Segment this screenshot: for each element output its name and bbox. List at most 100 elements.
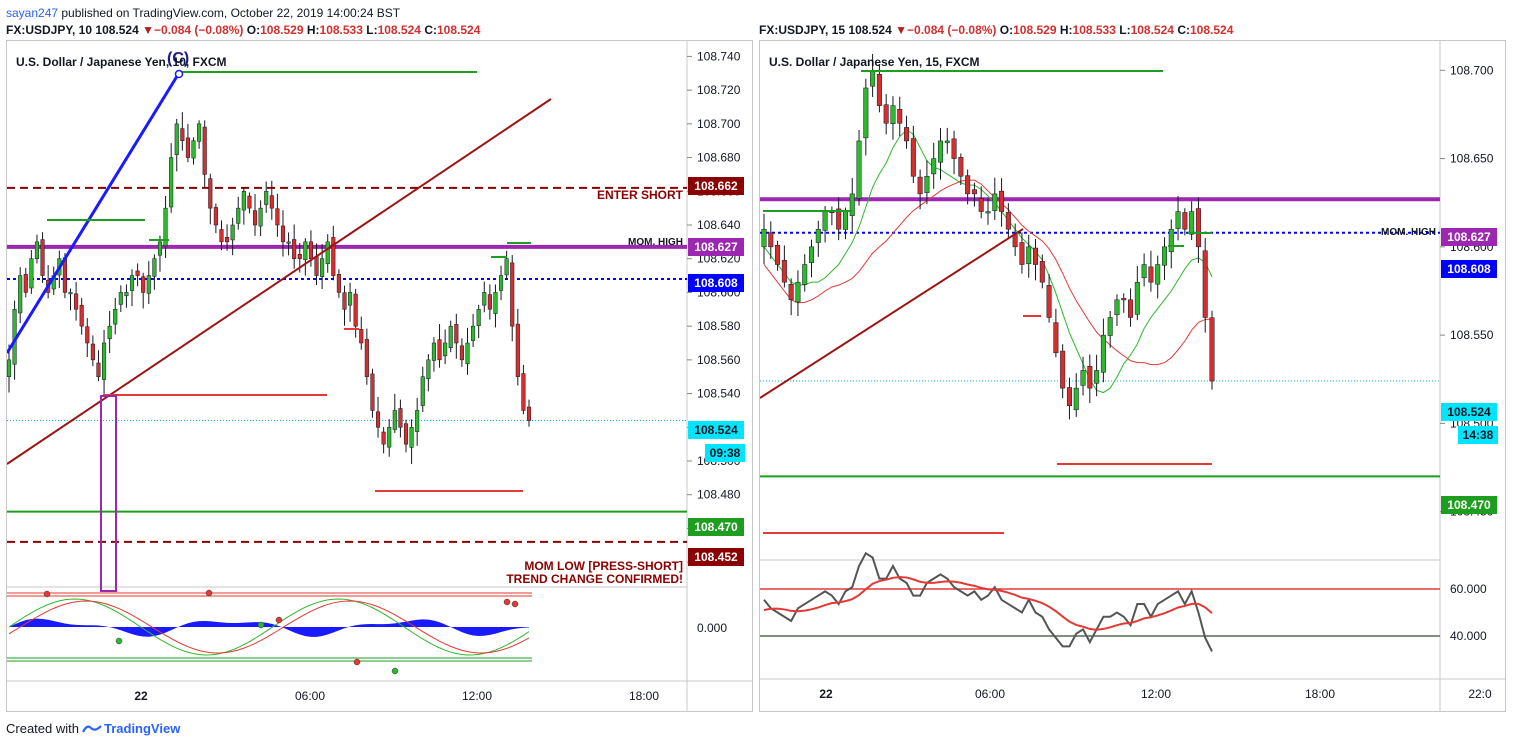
left-candle-78 [443, 329, 448, 365]
created-with-text: Created with [6, 721, 79, 736]
left-candle-77 [437, 324, 442, 368]
left-candle-86 [487, 284, 492, 320]
left-trendline [7, 98, 552, 465]
left-time-tick-2: 12:00 [462, 689, 492, 703]
right-candle-53 [1121, 293, 1127, 313]
right-time-tick-3: 18:00 [1305, 687, 1335, 701]
left-candle-57 [325, 234, 330, 273]
right-label-countdown: 14:38 [1463, 428, 1494, 442]
right-candle-39 [1026, 234, 1032, 278]
right-candle-56 [1141, 253, 1147, 287]
right-candle-11 [836, 197, 842, 241]
right-trendline [760, 228, 1024, 399]
right-candle-13 [849, 177, 855, 232]
tradingview-logo-icon [82, 725, 102, 733]
left-close: 108.524 [436, 23, 481, 37]
left-candle-21 [124, 284, 129, 308]
right-candle-24 [924, 160, 930, 205]
right-time-tick-0: 22 [819, 687, 833, 701]
right-candle-38 [1019, 232, 1025, 274]
left-low: 108.524 [377, 23, 421, 37]
left-candle-24 [141, 272, 146, 309]
left-candle-32 [185, 123, 190, 163]
left-oscillator [7, 589, 532, 675]
right-candle-7 [809, 239, 815, 278]
left-candle-42 [241, 187, 246, 225]
right-price-tick-3: 108.550 [1450, 328, 1494, 342]
right-chart-svg[interactable]: 108.700108.650108.600108.550108.500108.4… [760, 41, 1506, 712]
left-osc-dot-4 [275, 616, 283, 624]
left-candle-41 [236, 196, 241, 230]
left-price-tick-9: 108.560 [697, 353, 741, 367]
left-candle-17 [102, 329, 107, 394]
left-time-tick-1: 06:00 [295, 689, 325, 703]
left-chart-title: U.S. Dollar / Japanese Yen, 10, FXCM [16, 55, 227, 69]
left-candle-50 [286, 232, 291, 256]
right-osc-tick-60: 60.000 [1450, 582, 1487, 596]
right-candle-34 [992, 177, 998, 220]
right-label-mom-high: 108.627 [1447, 230, 1491, 244]
left-candle-76 [431, 337, 436, 372]
publish-header: sayan247 published on TradingView.com, O… [6, 6, 400, 20]
left-candle-13 [79, 298, 84, 335]
left-candle-72 [409, 419, 414, 465]
left-price-tick-3: 108.680 [697, 151, 741, 165]
left-price-tick-13: 108.480 [697, 488, 741, 502]
left-symbol: FX:USDJPY, 10 [6, 23, 93, 37]
left-osc-dot-8 [511, 600, 519, 608]
left-candle-5 [34, 234, 40, 264]
right-candle-6 [802, 254, 808, 292]
left-candle-70 [398, 399, 403, 438]
right-candle-0 [761, 213, 767, 265]
right-candle-2 [775, 240, 781, 271]
right-symbol: FX:USDJPY, 15 [759, 23, 846, 37]
left-candle-27 [157, 235, 163, 272]
left-candle-71 [403, 419, 409, 453]
left-chart-panel[interactable]: 108.740108.720108.700108.680108.660108.6… [6, 40, 753, 712]
down-arrow-icon: ▼ [142, 23, 155, 37]
left-candle-14 [85, 318, 90, 358]
left-price-tick-5: 108.640 [697, 218, 741, 232]
author-link[interactable]: sayan247 [6, 6, 59, 20]
right-candle-14 [856, 129, 862, 206]
left-chart-svg[interactable]: 108.740108.720108.700108.680108.660108.6… [7, 41, 753, 712]
left-candle-88 [498, 265, 504, 301]
left-label-mom-high: 108.627 [694, 240, 738, 254]
left-candle-89 [504, 250, 509, 279]
right-candles [761, 53, 1215, 420]
right-candle-31 [971, 182, 977, 207]
right-levels [760, 197, 1440, 478]
right-price-ticks: 108.700108.650108.600108.550108.500108.4… [1440, 63, 1494, 519]
tradingview-brand-link[interactable]: TradingView [103, 721, 181, 736]
right-candle-22 [910, 125, 916, 183]
right-candle-29 [958, 153, 964, 186]
right-chart-title: U.S. Dollar / Japanese Yen, 15, FXCM [769, 55, 980, 69]
left-wave-point [174, 69, 184, 79]
left-candle-44 [252, 194, 258, 236]
left-candle-26 [152, 254, 157, 290]
left-candle-34 [197, 120, 202, 149]
right-candle-35 [999, 178, 1005, 227]
left-note-mom-high: MOM. HIGH [628, 237, 683, 248]
left-candle-30 [174, 118, 179, 172]
right-candle-52 [1114, 294, 1120, 327]
left-osc-tick: 0.000 [697, 621, 727, 635]
left-note-trend-change: TREND CHANGE CONFIRMED! [506, 572, 683, 586]
footer: Created with TradingView [6, 721, 180, 736]
right-candle-62 [1182, 208, 1188, 236]
right-high: 108.533 [1072, 23, 1116, 37]
right-chart-panel[interactable]: 108.700108.650108.600108.550108.500108.4… [759, 40, 1506, 712]
left-candle-20 [118, 285, 123, 313]
left-last-price: 108.524 [95, 23, 139, 37]
right-candle-59 [1161, 237, 1167, 280]
right-candle-36 [1005, 203, 1011, 238]
left-price-tick-2: 108.700 [697, 117, 741, 131]
right-note-mom-high: MOM. HIGH [1381, 227, 1436, 238]
right-candle-15 [863, 78, 869, 156]
left-candle-92 [521, 364, 526, 415]
left-candle-83 [471, 313, 476, 347]
left-label-support: 108.470 [694, 520, 738, 534]
left-candle-36 [208, 173, 213, 225]
left-candle-11 [68, 288, 73, 311]
left-price-tick-10: 108.540 [697, 387, 741, 401]
